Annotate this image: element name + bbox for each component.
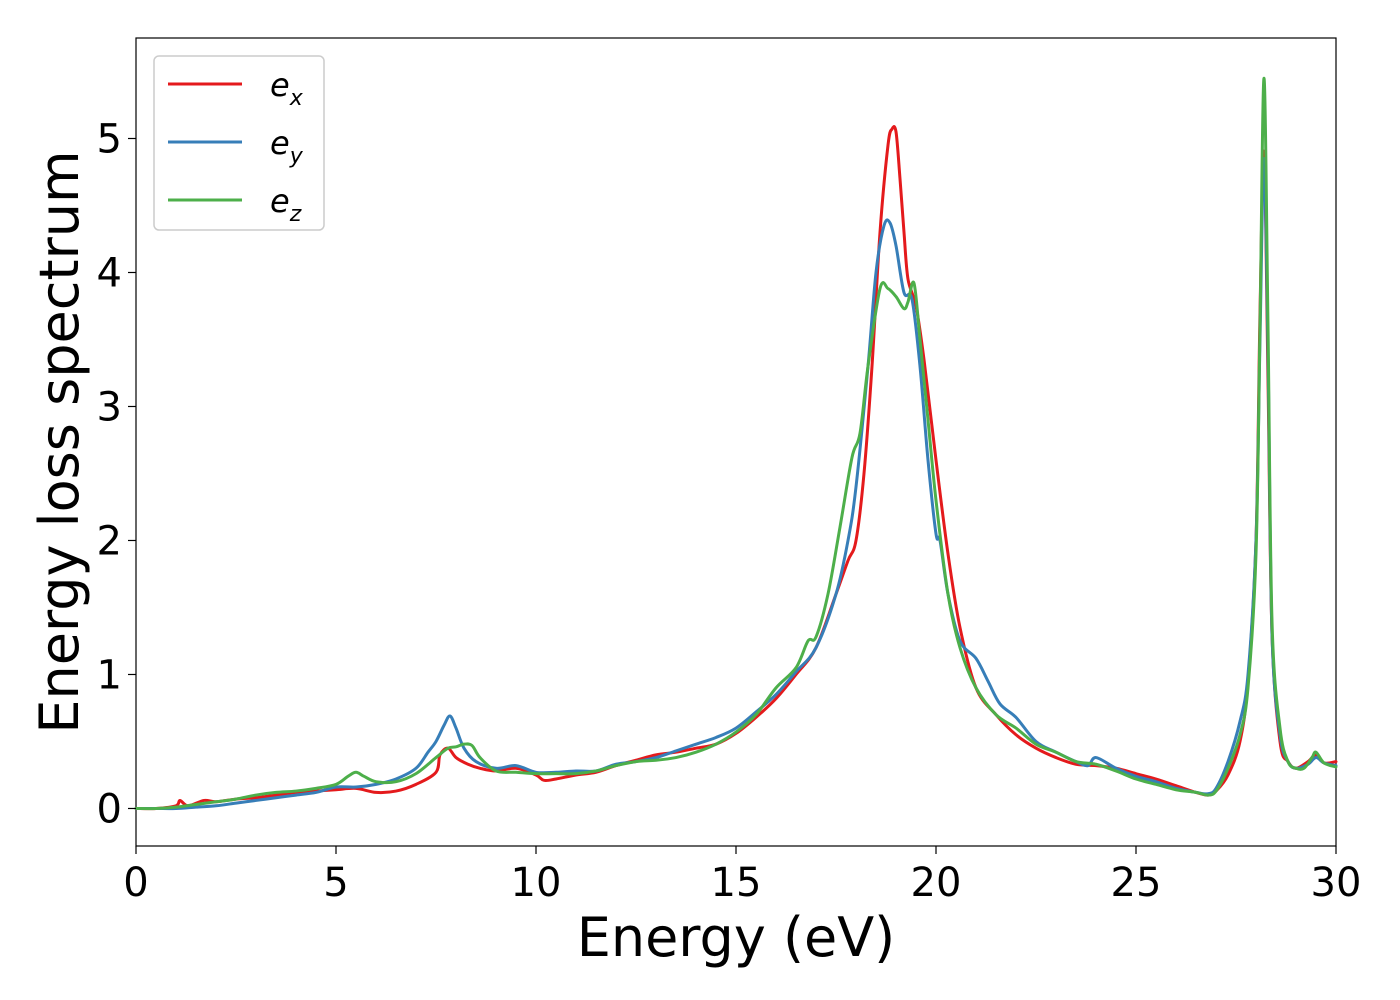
- x-axis-ticks: 0 5 10 15 20 25 30: [123, 846, 1361, 906]
- series-layer: [134, 76, 1338, 811]
- x-tick-label: 5: [323, 860, 348, 906]
- legend-label-x: ex: [270, 66, 304, 111]
- legend: ex ey ez: [153, 55, 325, 231]
- legend-items: ex ey ez: [168, 66, 304, 227]
- plot-area: 0 5 10 15 20 25 30 0 1 2 3 4 5: [97, 37, 1361, 906]
- y-tick-label: 5: [97, 116, 122, 162]
- series-line-z: [134, 76, 1338, 811]
- series-line-y: [134, 157, 1338, 811]
- legend-label-y: ey: [270, 124, 304, 169]
- y-axis-ticks: 0 1 2 3 4 5: [97, 116, 136, 832]
- y-axis-label: Energy loss spectrum: [28, 150, 91, 733]
- x-tick-label: 20: [911, 860, 962, 906]
- y-tick-label: 1: [97, 652, 122, 698]
- x-tick-label: 30: [1311, 860, 1362, 906]
- y-tick-label: 2: [97, 518, 122, 564]
- x-tick-label: 10: [511, 860, 562, 906]
- y-tick-label: 4: [97, 250, 122, 296]
- y-tick-label: 0: [97, 786, 122, 832]
- legend-label-z: ez: [270, 182, 302, 227]
- y-tick-label: 3: [97, 384, 122, 430]
- x-tick-label: 25: [1111, 860, 1162, 906]
- x-axis-label: Energy (eV): [577, 906, 896, 969]
- x-tick-label: 0: [123, 860, 148, 906]
- x-tick-label: 15: [711, 860, 762, 906]
